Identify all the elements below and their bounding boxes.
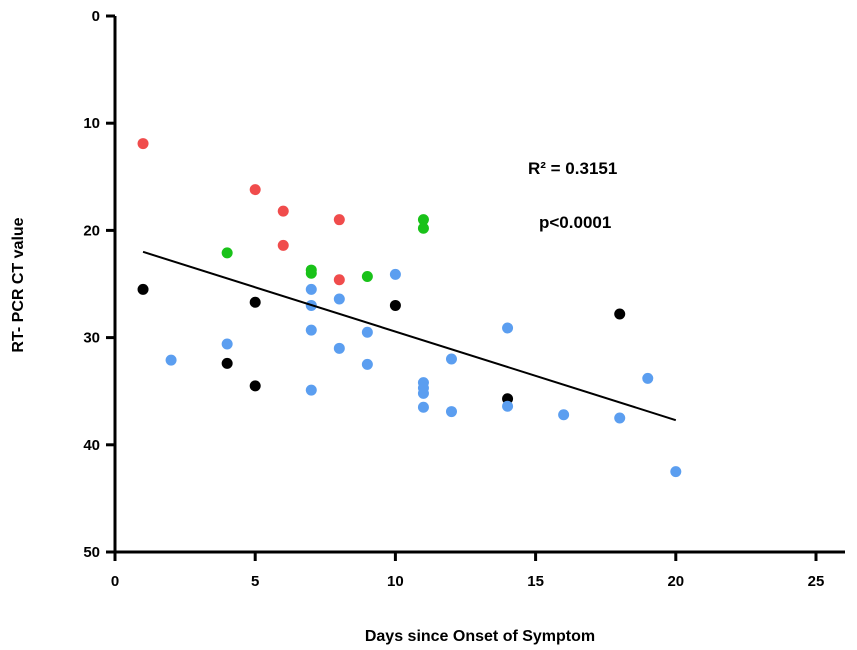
blue-data-point <box>445 406 457 418</box>
blue-data-point <box>558 409 570 421</box>
red-data-point <box>277 205 289 217</box>
red-data-point <box>277 239 289 251</box>
blue-data-point <box>614 412 626 424</box>
red-data-point <box>137 138 149 150</box>
black-data-point <box>249 380 261 392</box>
y-axis-title: RT- PCR CT value <box>10 217 27 352</box>
x-tick-label: 20 <box>667 573 684 590</box>
black-data-point <box>389 299 401 311</box>
black-data-point <box>249 296 261 308</box>
x-axis-ticks: 0 5 10 15 20 25 <box>111 552 825 590</box>
blue-data-point <box>389 268 401 280</box>
y-tick-label: 10 <box>83 115 100 132</box>
x-tick-label: 25 <box>808 573 825 590</box>
red-data-point <box>333 214 345 226</box>
r-squared-annotation: R² = 0.3151 <box>528 159 617 178</box>
blue-data-point <box>670 466 682 478</box>
blue-data-point <box>333 293 345 305</box>
blue-data-point <box>221 338 233 350</box>
y-tick-label: 50 <box>83 544 100 561</box>
y-tick-label: 20 <box>83 222 100 239</box>
x-tick-label: 10 <box>387 573 404 590</box>
black-data-point <box>137 283 149 295</box>
blue-data-point <box>361 358 373 370</box>
blue-data-point <box>642 372 654 384</box>
regression-line <box>142 250 677 422</box>
black-data-point <box>614 308 626 320</box>
blue-data-point <box>502 322 514 334</box>
p-value-annotation: p<0.0001 <box>539 213 611 232</box>
blue-data-point <box>361 326 373 338</box>
blue-data-point <box>417 387 429 399</box>
green-data-point <box>221 247 233 259</box>
x-tick-label: 5 <box>251 573 259 590</box>
y-tick-label: 0 <box>92 8 100 25</box>
blue-data-point <box>502 400 514 412</box>
y-tick-label: 40 <box>83 437 100 454</box>
y-axis-ticks: 0 10 20 30 40 50 <box>83 8 115 561</box>
x-tick-label: 15 <box>527 573 544 590</box>
black-data-point <box>221 357 233 369</box>
green-data-point <box>417 222 429 234</box>
blue-data-point <box>165 354 177 366</box>
green-data-point <box>305 267 317 279</box>
blue-data-point <box>305 283 317 295</box>
green-data-point <box>417 214 429 226</box>
x-axis-title: Days since Onset of Symptom <box>365 628 595 645</box>
data-points <box>137 138 682 478</box>
blue-data-point <box>417 401 429 413</box>
red-data-point <box>249 184 261 196</box>
blue-data-point <box>305 324 317 336</box>
y-tick-label: 30 <box>83 330 100 347</box>
blue-data-point <box>445 353 457 365</box>
red-data-point <box>333 274 345 286</box>
x-tick-label: 0 <box>111 573 119 590</box>
blue-data-point <box>333 342 345 354</box>
blue-data-point <box>305 384 317 396</box>
green-data-point <box>361 270 373 282</box>
